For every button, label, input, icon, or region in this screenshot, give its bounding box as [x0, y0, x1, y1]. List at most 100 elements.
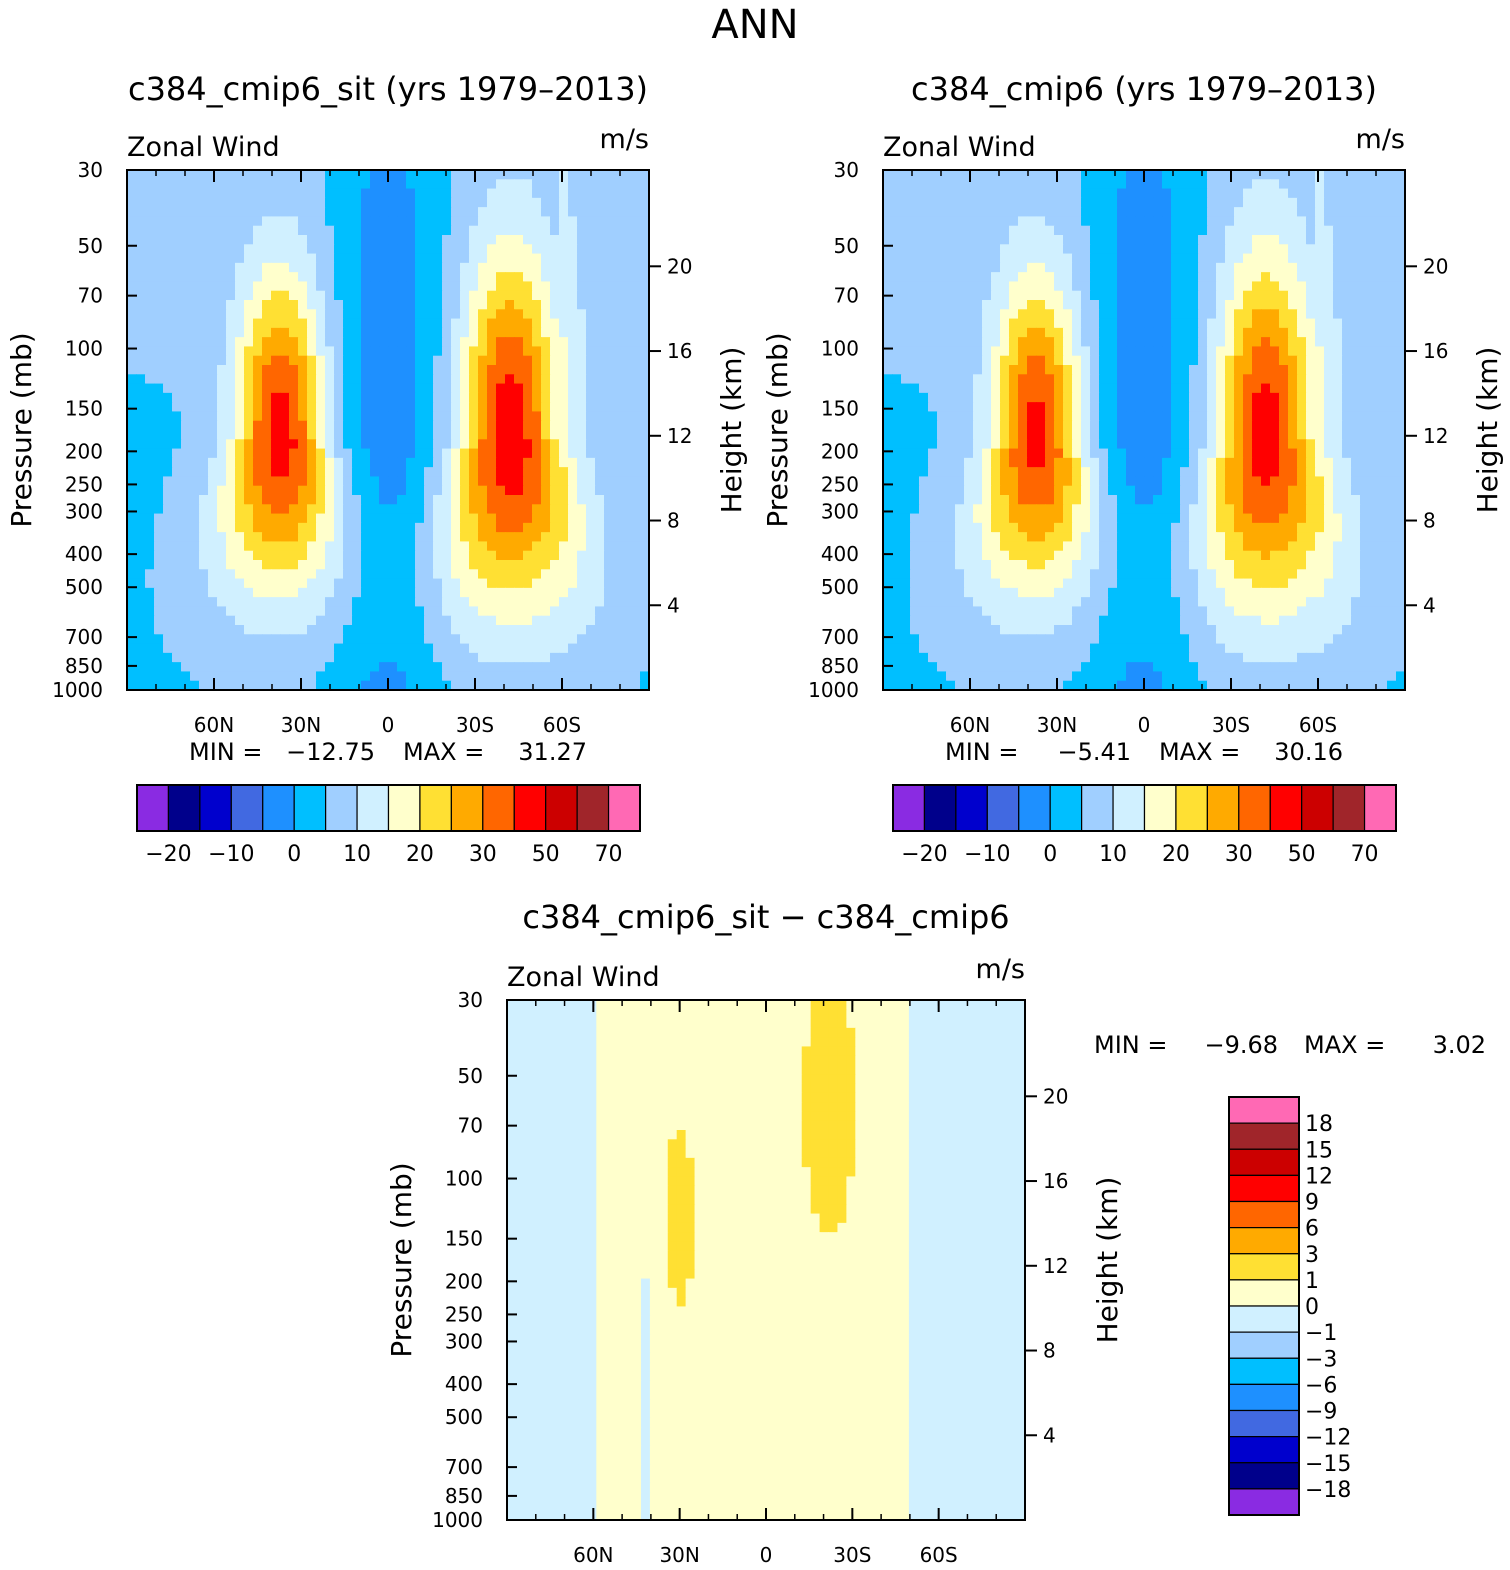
field-cell — [1081, 290, 1091, 301]
field-cell — [262, 560, 272, 570]
field-cell — [622, 235, 632, 245]
field-cell — [352, 179, 362, 190]
field-cell — [253, 615, 263, 626]
field-cell — [550, 680, 560, 691]
field-cell — [622, 197, 632, 208]
field-cell — [487, 272, 497, 283]
field-cell — [262, 216, 272, 227]
field-cell — [280, 402, 290, 413]
field-cell — [937, 420, 947, 431]
field-cell — [883, 253, 893, 264]
field-cell — [577, 430, 587, 440]
field-cell — [172, 643, 182, 654]
field-cell — [1144, 197, 1154, 208]
field-cell — [307, 541, 317, 552]
field-cell — [496, 337, 506, 348]
field-cell — [487, 300, 497, 310]
field-cell — [442, 532, 452, 543]
field-cell — [568, 365, 578, 375]
field-cell — [145, 485, 155, 496]
field-cell — [280, 522, 290, 533]
field-cell — [361, 179, 371, 190]
field-cell — [190, 272, 200, 283]
field-cell — [388, 337, 398, 348]
field-cell — [172, 411, 182, 422]
field-cell — [442, 680, 452, 691]
field-cell — [604, 439, 614, 450]
field-cell — [622, 383, 632, 394]
field-cell — [289, 383, 299, 394]
field-cell — [1261, 179, 1271, 190]
field-cell — [1315, 225, 1325, 236]
field-cell — [163, 476, 173, 487]
field-cell — [262, 318, 272, 329]
field-cell — [388, 188, 398, 199]
field-cell — [307, 179, 317, 190]
field-cell — [469, 207, 479, 218]
field-cell — [1396, 318, 1406, 329]
field-cell — [1306, 244, 1316, 255]
field-cell — [1171, 420, 1181, 431]
field-cell — [883, 327, 893, 338]
field-cell — [946, 253, 956, 264]
field-cell — [1288, 383, 1298, 394]
field-cell — [145, 578, 155, 589]
field-cell — [640, 671, 650, 682]
field-cell — [271, 587, 281, 598]
field-cell — [487, 365, 497, 375]
field-cell — [442, 392, 452, 403]
field-cell — [478, 216, 488, 227]
field-cell — [244, 207, 254, 218]
field-cell — [163, 179, 173, 190]
field-cell — [1000, 309, 1010, 320]
field-cell — [523, 597, 533, 608]
field-cell — [442, 197, 452, 208]
field-cell — [1108, 392, 1118, 403]
field-cell — [973, 179, 983, 190]
field-cell — [487, 662, 497, 673]
field-cell — [208, 327, 218, 338]
field-cell — [1117, 365, 1127, 375]
field-cell — [1126, 253, 1136, 264]
field-cell — [1027, 420, 1037, 431]
field-cell — [541, 170, 551, 180]
field-cell — [946, 355, 956, 366]
field-cell — [496, 550, 506, 561]
field-cell — [370, 578, 380, 589]
field-cell — [1306, 355, 1316, 366]
field-cell — [379, 541, 389, 552]
field-cell — [622, 541, 632, 552]
field-cell — [919, 346, 929, 357]
field-cell — [901, 411, 911, 422]
field-cell — [451, 662, 461, 673]
field-cell — [235, 457, 245, 468]
field-cell — [577, 244, 587, 255]
field-cell — [487, 402, 497, 413]
field-cell — [199, 318, 209, 329]
field-cell — [406, 634, 416, 645]
field-cell — [1135, 253, 1145, 264]
field-cell — [226, 495, 236, 505]
lat-tick-label: 0 — [382, 713, 395, 737]
field-cell — [1117, 262, 1127, 273]
field-cell — [640, 225, 650, 236]
field-cell — [559, 337, 569, 348]
field-cell — [136, 513, 146, 524]
field-cell — [271, 207, 281, 218]
field-cell — [190, 420, 200, 431]
field-cell — [505, 615, 515, 626]
field-cell — [604, 170, 614, 180]
field-cell — [190, 383, 200, 394]
field-cell — [622, 513, 632, 524]
field-cell — [1333, 235, 1343, 245]
field-cell — [1324, 365, 1334, 375]
field-cell — [190, 188, 200, 199]
field-cell — [343, 374, 353, 385]
field-cell — [307, 448, 317, 459]
field-cell — [631, 448, 641, 459]
field-cell — [541, 532, 551, 543]
field-cell — [1243, 188, 1253, 199]
field-cell — [496, 346, 506, 357]
field-cell — [1018, 318, 1028, 329]
field-cell — [1135, 318, 1145, 329]
